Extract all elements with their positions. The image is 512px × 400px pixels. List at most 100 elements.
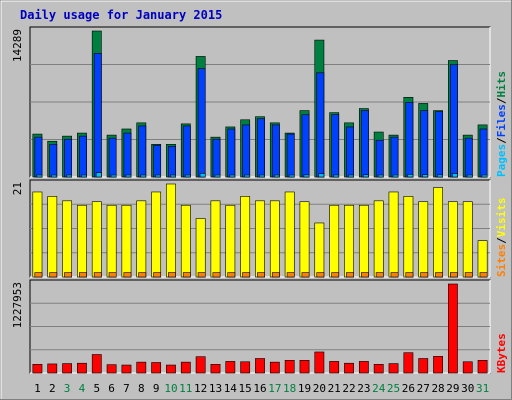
day-label-2: 2 bbox=[49, 382, 56, 395]
bar-pages-day-25 bbox=[392, 174, 399, 178]
bar-kbytes-day-26 bbox=[403, 352, 414, 374]
day-label-18: 18 bbox=[283, 382, 296, 395]
bar-pages-day-15 bbox=[244, 174, 251, 178]
bar-files-day-30 bbox=[464, 137, 473, 178]
bar-files-day-2 bbox=[49, 144, 58, 178]
bar-pages-day-23 bbox=[362, 174, 369, 178]
day-label-14: 14 bbox=[224, 382, 238, 395]
bar-sites-day-31 bbox=[479, 272, 488, 278]
bar-sites-day-11 bbox=[182, 272, 191, 278]
bar-kbytes-day-3 bbox=[62, 363, 72, 374]
bar-visits-day-14 bbox=[225, 204, 236, 278]
bar-visits-day-24 bbox=[373, 200, 384, 278]
day-label-9: 9 bbox=[153, 382, 160, 395]
ymax-label-kbytes: 1227953 bbox=[11, 282, 24, 328]
day-label-5: 5 bbox=[93, 382, 100, 395]
bar-visits-day-1 bbox=[32, 191, 43, 278]
bar-sites-day-20 bbox=[316, 272, 325, 278]
legend-entry-files: Files bbox=[495, 104, 508, 137]
bar-kbytes-day-31 bbox=[477, 360, 488, 374]
bar-files-day-11 bbox=[182, 125, 191, 178]
bar-kbytes-day-13 bbox=[210, 364, 221, 374]
bar-files-day-6 bbox=[108, 137, 117, 178]
day-label-22: 22 bbox=[342, 382, 355, 395]
legend-hits-files-pages: Pages/Files/Hits bbox=[495, 71, 508, 177]
legend-entry-kbytes: KBytes bbox=[495, 333, 508, 373]
legend-separator: / bbox=[495, 137, 508, 144]
bar-kbytes-day-17 bbox=[269, 361, 280, 374]
bar-sites-day-1 bbox=[34, 272, 43, 278]
bar-sites-day-28 bbox=[435, 272, 443, 278]
day-label-30: 30 bbox=[461, 382, 474, 395]
ymax-label-visits-sites: 21 bbox=[11, 182, 24, 195]
bar-visits-day-16 bbox=[255, 200, 265, 278]
bar-sites-day-19 bbox=[301, 272, 310, 278]
day-label-1: 1 bbox=[34, 382, 41, 395]
day-label-15: 15 bbox=[239, 382, 252, 395]
bar-files-day-22 bbox=[346, 126, 354, 178]
bar-files-day-24 bbox=[375, 139, 384, 178]
bar-visits-day-2 bbox=[47, 196, 58, 278]
bar-files-day-5 bbox=[93, 53, 102, 178]
bar-kbytes-day-11 bbox=[180, 361, 191, 374]
bar-kbytes-day-15 bbox=[240, 361, 251, 374]
bar-pages-day-20 bbox=[318, 173, 325, 178]
bar-visits-day-6 bbox=[106, 204, 117, 278]
bar-pages-day-17 bbox=[273, 174, 280, 178]
bar-pages-day-3 bbox=[66, 174, 72, 178]
bar-sites-day-25 bbox=[390, 272, 399, 278]
bar-pages-day-11 bbox=[184, 174, 191, 178]
bar-sites-day-2 bbox=[49, 272, 58, 278]
bar-pages-day-18 bbox=[288, 174, 295, 178]
bar-pages-day-24 bbox=[377, 174, 384, 178]
bar-visits-day-8 bbox=[136, 200, 147, 278]
bar-files-day-29 bbox=[450, 64, 458, 178]
bar-files-day-31 bbox=[479, 128, 488, 178]
bar-sites-day-3 bbox=[64, 272, 72, 278]
bar-sites-day-10 bbox=[168, 272, 176, 278]
bar-pages-day-27 bbox=[422, 174, 429, 178]
bar-visits-day-21 bbox=[329, 204, 340, 278]
day-label-13: 13 bbox=[209, 382, 222, 395]
day-label-28: 28 bbox=[431, 382, 444, 395]
bar-sites-day-21 bbox=[331, 272, 340, 278]
bar-pages-day-14 bbox=[229, 174, 236, 178]
bar-kbytes-day-25 bbox=[388, 363, 399, 374]
bar-visits-day-9 bbox=[151, 191, 162, 278]
bar-kbytes-day-8 bbox=[136, 361, 147, 374]
legend-entry-visits: Visits bbox=[495, 198, 508, 238]
bar-files-day-3 bbox=[64, 138, 72, 178]
bar-files-day-28 bbox=[435, 111, 443, 178]
legend-entry-sites: Sites bbox=[495, 244, 508, 277]
bar-kbytes-day-12 bbox=[195, 356, 206, 374]
bar-visits-day-20 bbox=[314, 222, 325, 278]
bar-pages-day-29 bbox=[452, 173, 458, 178]
bar-files-day-16 bbox=[257, 118, 265, 178]
bar-pages-day-13 bbox=[214, 174, 221, 178]
bar-pages-day-1 bbox=[36, 174, 43, 178]
bar-files-day-9 bbox=[153, 145, 162, 178]
bar-kbytes-day-7 bbox=[121, 364, 132, 374]
day-label-11: 11 bbox=[179, 382, 192, 395]
bar-sites-day-5 bbox=[93, 272, 102, 278]
bar-kbytes-day-19 bbox=[299, 360, 310, 374]
bar-pages-day-22 bbox=[348, 174, 354, 178]
day-label-19: 19 bbox=[298, 382, 311, 395]
bar-visits-day-31 bbox=[477, 240, 488, 278]
bar-visits-day-15 bbox=[240, 196, 251, 278]
legend-entry-pages: Pages bbox=[495, 144, 508, 177]
bar-pages-day-4 bbox=[81, 174, 87, 178]
bar-visits-day-19 bbox=[299, 201, 310, 278]
bar-sites-day-6 bbox=[108, 272, 117, 278]
bar-files-day-18 bbox=[286, 133, 295, 178]
bar-kbytes-day-28 bbox=[433, 356, 443, 374]
day-label-25: 25 bbox=[387, 382, 400, 395]
bar-pages-day-12 bbox=[199, 173, 206, 178]
bar-sites-day-8 bbox=[138, 272, 147, 278]
bar-kbytes-day-22 bbox=[344, 362, 354, 374]
bar-visits-day-10 bbox=[166, 183, 176, 278]
bar-pages-day-16 bbox=[259, 174, 265, 178]
bar-files-day-8 bbox=[138, 125, 147, 178]
bar-files-day-21 bbox=[331, 114, 340, 178]
